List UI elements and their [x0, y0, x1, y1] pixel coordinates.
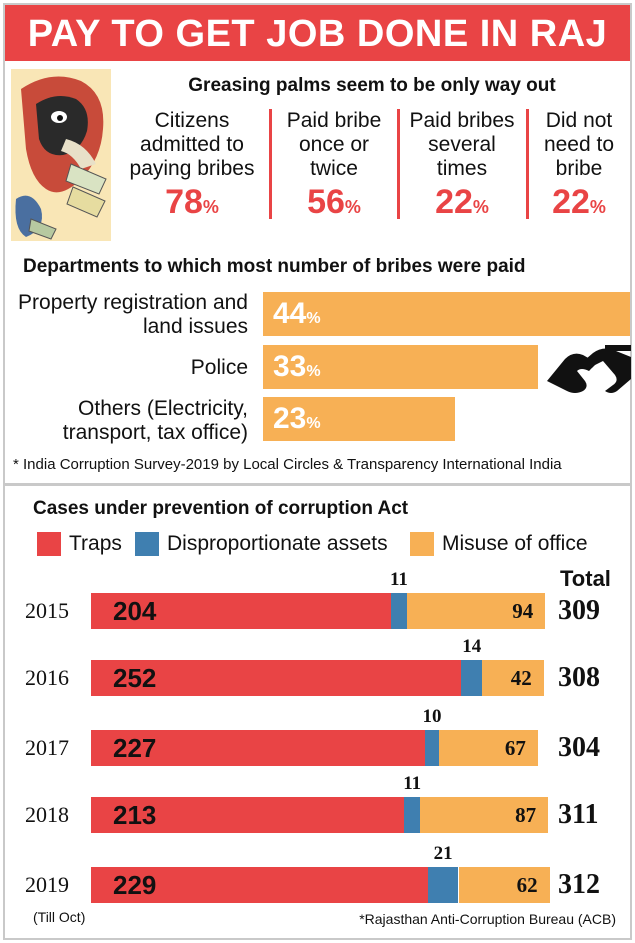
total-value: 311: [558, 799, 599, 830]
disproportionate-assets-value: 10: [422, 706, 442, 727]
legend-label: Traps: [69, 532, 122, 555]
stat-label: Did not need to bribe: [543, 109, 615, 180]
disproportionate-assets-value: 14: [462, 636, 482, 657]
total-value: 309: [558, 595, 600, 626]
traps-value: 229: [113, 870, 157, 900]
handshake-icon: [547, 345, 631, 393]
disproportionate-assets-value: 11: [403, 773, 422, 794]
stat-label: Paid bribes several times: [409, 109, 515, 180]
survey-source-note: * India Corruption Survey-2019 by Local …: [13, 456, 562, 473]
bar-segment-dis: [427, 867, 459, 903]
dept-label-property: Property registration and land issues: [18, 291, 248, 338]
bar-segment-mis: [407, 593, 546, 629]
year-label: 2019: [25, 872, 69, 897]
legend-item-misuse-of-office: Misuse of office: [410, 532, 588, 556]
dept-bar-property: [263, 292, 630, 336]
legend-item-disproportionate-assets: Disproportionate assets: [135, 532, 388, 556]
legend-label: Misuse of office: [442, 532, 588, 555]
stat-value: 78%: [165, 183, 219, 221]
bar-segment-trap: [91, 867, 428, 903]
cases-title: Cases under prevention of corruption Act: [33, 498, 409, 519]
stat-label: Paid bribe once or twice: [286, 109, 382, 180]
section-divider: [5, 483, 630, 486]
stat-divider: [269, 109, 272, 219]
misuse-of-office-value: 62: [516, 873, 538, 897]
year-label: 2017: [25, 735, 69, 760]
total-value: 304: [558, 732, 600, 763]
dept-bar-police: [263, 345, 538, 389]
year-label: 2018: [25, 802, 69, 827]
legend-swatch: [135, 532, 159, 556]
bar-segment-dis: [461, 660, 483, 696]
infographic-frame: PAY TO GET JOB DONE IN RAJ Greasing palm…: [3, 3, 632, 940]
stat-value: 22%: [552, 183, 606, 221]
stat-value: 56%: [307, 183, 361, 221]
disproportionate-assets-value: 11: [389, 569, 408, 590]
stat-citizens-admitted: Citizens admitted to paying bribes 78%: [117, 109, 267, 226]
bar-segment-trap: [91, 593, 391, 629]
stat-label: Citizens admitted to paying bribes: [129, 109, 255, 180]
survey-subtitle: Greasing palms seem to be only way out: [188, 75, 556, 96]
stat-paid-once-twice: Paid bribe once or twice 56%: [273, 109, 395, 226]
till-oct-note: (Till Oct): [33, 909, 86, 925]
bar-segment-dis: [424, 730, 440, 766]
disproportionate-assets-value: 21: [433, 843, 453, 864]
bar-segment-mis: [458, 867, 550, 903]
dept-value-police: 33%: [273, 350, 321, 383]
legend-item-traps: Traps: [37, 532, 122, 556]
dept-value-property: 44%: [273, 297, 321, 330]
bar-segment-dis: [404, 797, 421, 833]
misuse-of-office-value: 87: [515, 803, 537, 827]
misuse-of-office-value: 94: [512, 599, 534, 623]
bar-segment-mis: [420, 797, 549, 833]
bar-segment-trap: [91, 660, 462, 696]
stat-value: 22%: [435, 183, 489, 221]
bribe-cartoon-icon: [11, 69, 111, 241]
stat-did-not-bribe: Did not need to bribe 22%: [531, 109, 627, 226]
bar-segment-trap: [91, 730, 425, 766]
traps-value: 213: [113, 800, 157, 830]
year-label: 2015: [25, 598, 69, 623]
stat-divider: [526, 109, 529, 219]
dept-label-police: Police: [190, 356, 248, 379]
dept-bar-others: [263, 397, 455, 441]
traps-value: 227: [113, 733, 157, 763]
year-label: 2016: [25, 665, 69, 690]
departments-title: Departments to which most number of brib…: [23, 256, 526, 277]
legend-label: Disproportionate assets: [167, 532, 388, 555]
misuse-of-office-value: 67: [504, 736, 526, 760]
banner-title: PAY TO GET JOB DONE IN RAJ: [5, 5, 630, 61]
misuse-of-office-value: 42: [510, 666, 532, 690]
bar-segment-mis: [482, 660, 544, 696]
bar-segment-mis: [439, 730, 538, 766]
traps-value: 252: [113, 663, 157, 693]
stat-paid-several-times: Paid bribes several times 22%: [401, 109, 523, 226]
dept-label-others: Others (Electricity, transport, tax offi…: [62, 397, 248, 444]
acb-source-note: *Rajasthan Anti-Corruption Bureau (ACB): [359, 911, 616, 927]
stat-divider: [397, 109, 400, 219]
bar-segment-trap: [91, 797, 405, 833]
legend-swatch: [37, 532, 61, 556]
dept-value-others: 23%: [273, 402, 321, 435]
bar-segment-dis: [390, 593, 408, 629]
total-header: Total: [560, 566, 611, 591]
traps-value: 204: [113, 596, 157, 626]
legend-swatch: [410, 532, 434, 556]
total-value: 312: [558, 869, 600, 900]
total-value: 308: [558, 662, 600, 693]
